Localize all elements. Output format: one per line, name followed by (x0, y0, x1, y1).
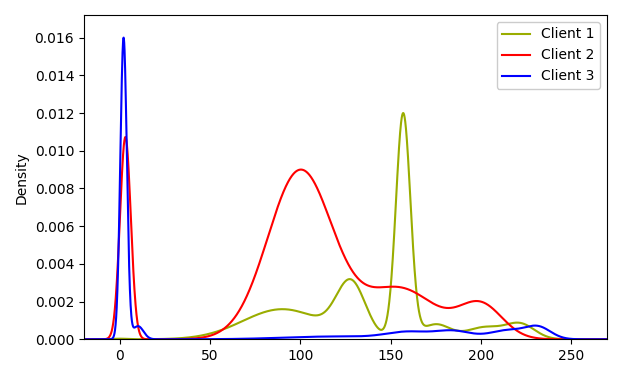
Client 3 (158, 337, 165, 342)
Client 3 (125, 250, 132, 255)
Client 3 (62, 337, 70, 342)
Legend: Client 1, Client 2, Client 3: Client 1, Client 2, Client 3 (496, 22, 600, 89)
Client 1 (612, 337, 620, 342)
Client 2 (121, 135, 129, 139)
Client 3 (542, 327, 550, 331)
Client 1 (297, 310, 304, 314)
Client 1 (399, 111, 407, 115)
Client 2 (273, 207, 281, 211)
Client 1 (273, 307, 281, 312)
Client 2 (62, 337, 70, 342)
Client 3 (120, 36, 128, 40)
Client 3 (273, 336, 281, 340)
Client 3 (601, 337, 609, 342)
Client 2 (125, 171, 132, 175)
Client 1 (125, 337, 132, 341)
Client 2 (601, 337, 609, 342)
Client 2 (612, 337, 620, 342)
Client 2 (158, 337, 165, 342)
Client 2 (542, 337, 550, 341)
Client 3 (612, 337, 620, 342)
Line: Client 1: Client 1 (66, 113, 616, 339)
Line: Client 3: Client 3 (66, 38, 616, 339)
Client 1 (601, 337, 609, 342)
Y-axis label: Density: Density (15, 151, 29, 203)
Line: Client 2: Client 2 (66, 137, 616, 339)
Client 1 (62, 337, 70, 342)
Client 1 (157, 337, 165, 341)
Client 3 (297, 335, 305, 339)
Client 2 (297, 167, 305, 172)
Client 1 (542, 334, 550, 338)
